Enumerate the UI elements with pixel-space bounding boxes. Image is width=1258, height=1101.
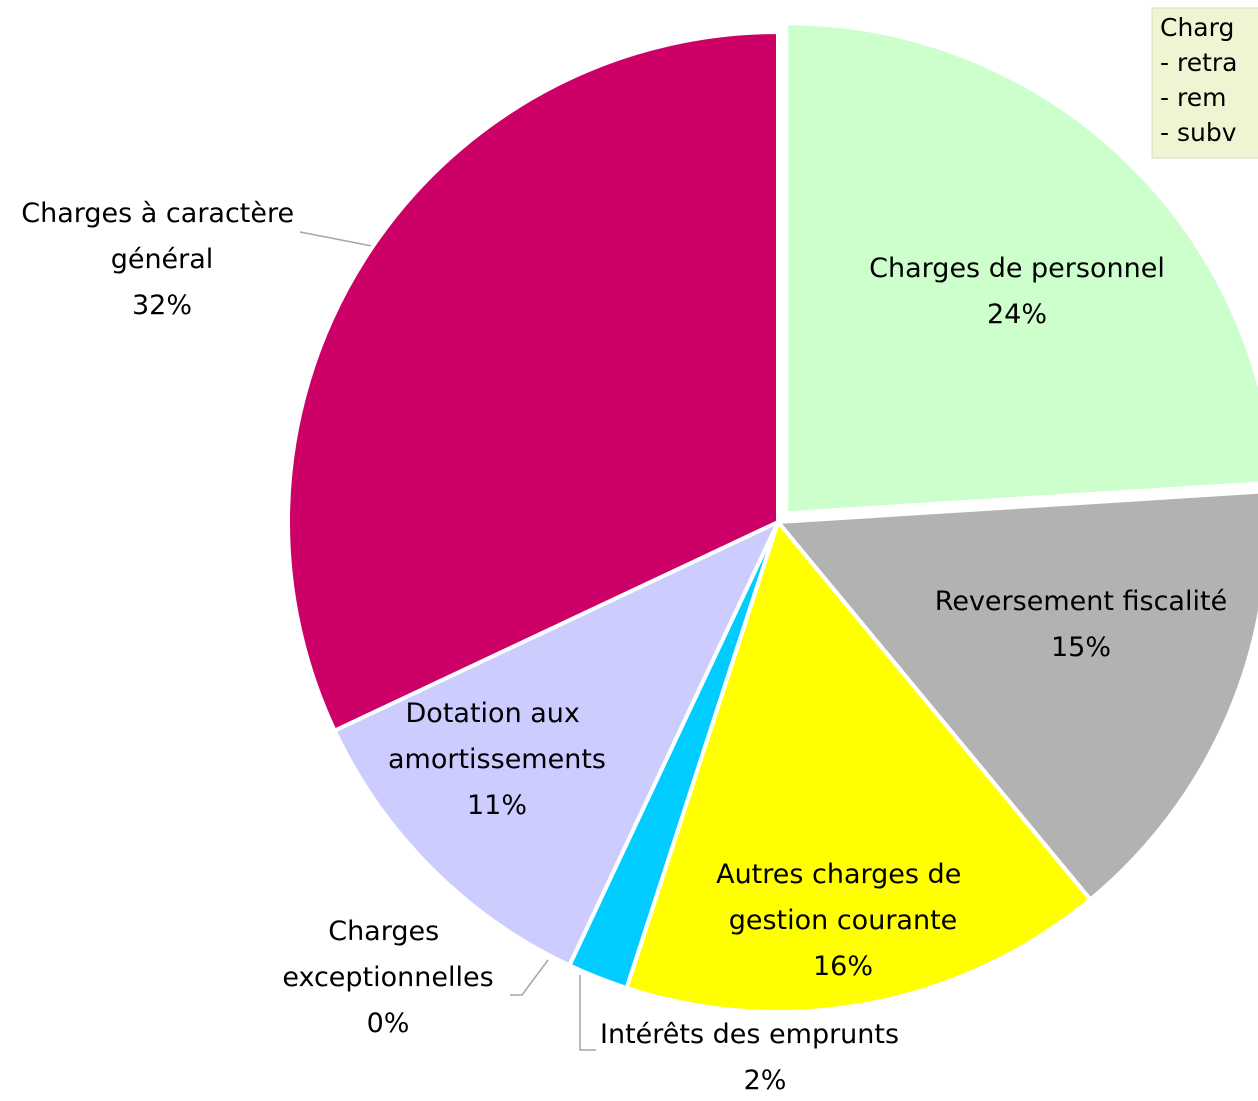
leader-line (510, 959, 549, 996)
pie-slice (624, 517, 1094, 1014)
note-text: - subv (1160, 118, 1237, 147)
pie-slice (331, 517, 783, 969)
pie-slice (773, 489, 1258, 903)
category-label: Dotation aux amortissements (388, 698, 606, 775)
value-label: 16% (813, 951, 873, 982)
category-label: Charges de personnel (869, 253, 1165, 284)
category-label: Intérêts des emprunts (600, 1019, 899, 1050)
value-label: 15% (1051, 632, 1111, 663)
leader-line (299, 231, 373, 247)
note-text: - retra (1160, 48, 1237, 77)
value-label: 11% (467, 790, 527, 821)
note-text: - rem (1160, 83, 1226, 112)
category-label: Charges à caractère général (21, 198, 302, 275)
leader-line (579, 975, 596, 1051)
value-label: 0% (367, 1008, 410, 1039)
category-label: Reversement fiscalité (935, 586, 1227, 617)
value-label: 24% (987, 299, 1047, 330)
category-label: Autres charges de gestion courante (716, 859, 970, 936)
pie-slice (286, 29, 780, 734)
note-box (1151, 7, 1258, 159)
value-label: 2% (744, 1065, 787, 1096)
pie-slice (784, 21, 1258, 516)
note-text: Charg (1160, 13, 1234, 42)
value-label: 32% (132, 290, 192, 321)
category-label: Charges exceptionnelles (282, 916, 493, 993)
